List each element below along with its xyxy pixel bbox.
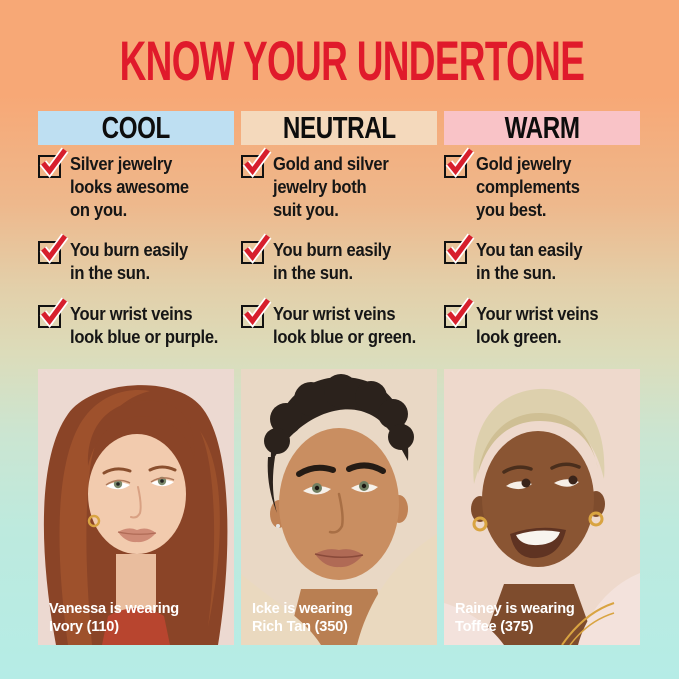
- column-header-label: COOL: [101, 111, 171, 145]
- checked-checkbox-icon: [241, 147, 272, 178]
- page-title-text: KNOW YOUR UNDERTONE: [119, 29, 585, 92]
- checklist-item: You burn easily in the sun.: [241, 233, 437, 285]
- checklist-item-text: Gold and silver jewelry both suit you.: [273, 154, 389, 220]
- checked-checkbox-icon: [241, 233, 272, 264]
- checklist-item: Silver jewelry looks awesome on you.: [38, 147, 234, 222]
- undertone-columns: COOL Silver jewelry looks awesome on you…: [38, 111, 640, 349]
- red-checkmark-icon: [39, 233, 69, 264]
- checklist-item: You tan easily in the sun.: [444, 233, 640, 285]
- red-checkmark-icon: [242, 297, 272, 328]
- checklist-item: You burn easily in the sun.: [38, 233, 234, 285]
- portrait-illustration-rainey: [444, 369, 640, 645]
- checklist-item: Your wrist veins look green.: [444, 297, 640, 349]
- checked-checkbox-icon: [38, 297, 69, 328]
- column-cool: COOL Silver jewelry looks awesome on you…: [38, 111, 234, 349]
- checklist-item-text: Gold jewelry complements you best.: [476, 154, 580, 220]
- column-header-label: NEUTRAL: [282, 111, 396, 145]
- checklist-item-text: You burn easily in the sun.: [273, 240, 391, 283]
- column-neutral: NEUTRAL Gold and silver jewelry both sui…: [241, 111, 437, 349]
- red-checkmark-icon: [242, 147, 272, 178]
- checklist-item: Gold and silver jewelry both suit you.: [241, 147, 437, 222]
- column-warm: WARM Gold jewelry complements you best.: [444, 111, 640, 349]
- checklist-item: Gold jewelry complements you best.: [444, 147, 640, 222]
- checked-checkbox-icon: [241, 297, 272, 328]
- checklist-item-text: You burn easily in the sun.: [70, 240, 188, 283]
- page-title: KNOW YOUR UNDERTONE: [0, 28, 679, 93]
- checked-checkbox-icon: [444, 233, 475, 264]
- checklist-item-text: Your wrist veins look blue or purple.: [70, 304, 219, 347]
- column-header-warm: WARM: [444, 111, 640, 145]
- portrait-illustration-icke: [241, 369, 437, 645]
- checklist-item-text: You tan easily in the sun.: [476, 240, 583, 283]
- column-header-cool: COOL: [38, 111, 234, 145]
- column-header-label: WARM: [504, 111, 580, 145]
- red-checkmark-icon: [242, 233, 272, 264]
- checklist-item-text: Your wrist veins look blue or green.: [273, 304, 416, 347]
- photo-caption: Rainey is wearing Toffee (375): [455, 600, 575, 635]
- red-checkmark-icon: [445, 297, 475, 328]
- checklist-item: Your wrist veins look blue or purple.: [38, 297, 234, 349]
- checked-checkbox-icon: [444, 297, 475, 328]
- model-photo-cool: Vanessa is wearing Ivory (110): [38, 369, 234, 645]
- model-photo-neutral: Icke is wearing Rich Tan (350): [241, 369, 437, 645]
- red-checkmark-icon: [39, 297, 69, 328]
- checklist-item-text: Your wrist veins look green.: [476, 304, 599, 347]
- checklist-item-text: Silver jewelry looks awesome on you.: [70, 154, 189, 220]
- red-checkmark-icon: [445, 147, 475, 178]
- portrait-illustration-vanessa: [38, 369, 234, 645]
- red-checkmark-icon: [39, 147, 69, 178]
- checklist-item: Your wrist veins look blue or green.: [241, 297, 437, 349]
- checked-checkbox-icon: [38, 233, 69, 264]
- red-checkmark-icon: [445, 233, 475, 264]
- column-header-neutral: NEUTRAL: [241, 111, 437, 145]
- photo-caption: Icke is wearing Rich Tan (350): [252, 600, 353, 635]
- checked-checkbox-icon: [444, 147, 475, 178]
- model-photo-warm: Rainey is wearing Toffee (375): [444, 369, 640, 645]
- model-photos-row: Vanessa is wearing Ivory (110): [38, 369, 640, 645]
- photo-caption: Vanessa is wearing Ivory (110): [49, 600, 179, 635]
- checked-checkbox-icon: [38, 147, 69, 178]
